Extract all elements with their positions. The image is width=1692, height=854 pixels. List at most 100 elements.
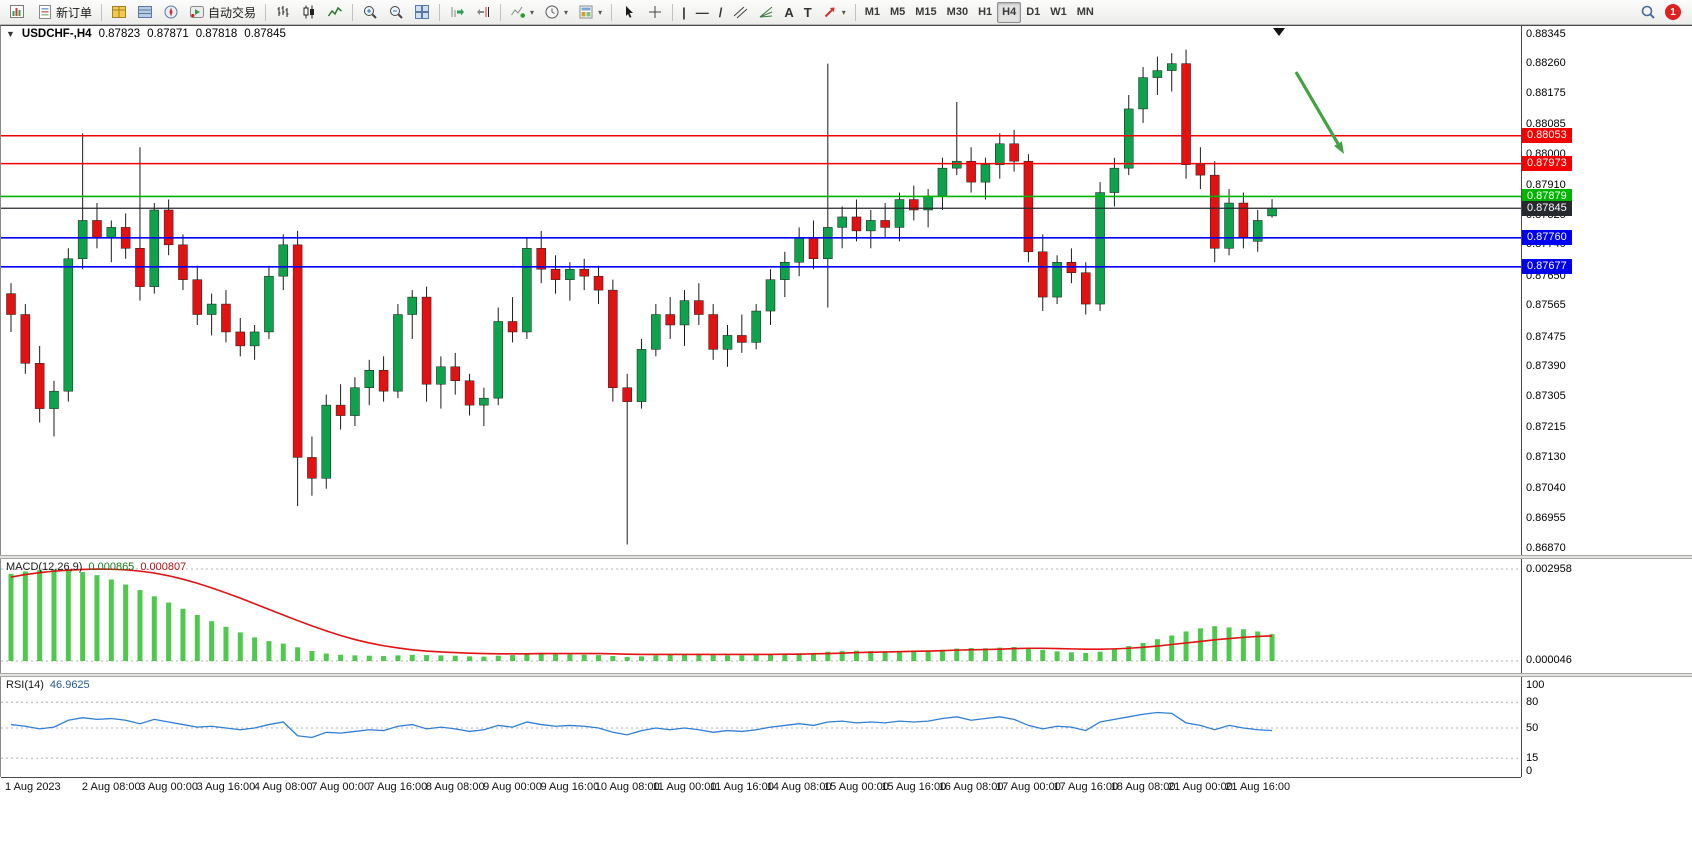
candle-body [149, 209, 160, 287]
autotrading-button[interactable]: 自动交易 [184, 2, 261, 23]
macd-histogram-bar [810, 652, 816, 661]
price-tag[interactable]: 0.87760 [1522, 230, 1572, 246]
price-scale-label: 0.87565 [1526, 299, 1566, 312]
macd-scale[interactable]: 0.002958 0.000046 [1521, 559, 1692, 673]
candle-body [550, 268, 561, 280]
periods-button[interactable]: ▾ [539, 2, 573, 23]
price-tag[interactable]: 0.88053 [1522, 128, 1572, 144]
candle-body [1109, 167, 1120, 193]
timeframe-h4[interactable]: H4 [997, 1, 1022, 23]
navigator-button[interactable] [158, 2, 184, 23]
indicators-button[interactable]: ▾ [505, 2, 539, 23]
candle-body [249, 331, 260, 347]
new-order-button[interactable]: 新订单 [32, 2, 97, 23]
macd-histogram-bar [725, 655, 730, 661]
crosshair-button[interactable] [642, 2, 668, 23]
candle-body [292, 244, 303, 458]
macd-histogram-bar [596, 655, 602, 661]
rsi-label: RSI(14) [6, 679, 44, 691]
panel-splitter[interactable] [0, 555, 1692, 559]
time-axis-label: 21 Aug 00:00 [1167, 781, 1233, 793]
zoom-in-button[interactable] [357, 2, 383, 23]
templates-button[interactable]: ▾ [573, 2, 607, 23]
macd-histogram-bar [1040, 649, 1046, 661]
panel-splitter[interactable] [0, 673, 1692, 677]
timeframe-d1[interactable]: D1 [1021, 2, 1045, 23]
price-tag[interactable]: 0.87677 [1522, 259, 1572, 275]
price-tag[interactable]: 0.87973 [1522, 156, 1572, 172]
vertical-line-button[interactable]: | [677, 2, 691, 23]
candle-body [565, 268, 575, 280]
toolbar-separator [672, 3, 674, 21]
macd-plot[interactable]: MACD(12,26,9) 0.000865 0.000807 [1, 559, 1521, 673]
macd-histogram-bar [22, 571, 28, 661]
macd-histogram-bar [237, 632, 243, 661]
timeframe-m30[interactable]: M30 [942, 2, 973, 23]
timeframe-h1[interactable]: H1 [973, 2, 997, 23]
price-chart-plot[interactable]: ▼ USDCHF-,H4 0.87823 0.87871 0.87818 0.8… [1, 26, 1521, 555]
chart-shift-button[interactable] [470, 2, 496, 23]
trendline-button-glyph: / [718, 4, 723, 20]
macd-main-value: 0.000865 [88, 561, 135, 573]
timeframe-m5[interactable]: M5 [885, 2, 910, 23]
timeframe-w1-label: W1 [1050, 6, 1067, 18]
auto-scroll-icon [449, 4, 465, 20]
tile-windows-button[interactable] [409, 2, 435, 23]
market-watch-button[interactable] [106, 2, 132, 23]
rsi-chart[interactable] [1, 677, 1521, 776]
macd-histogram-bar [767, 654, 773, 661]
price-scale[interactable]: 0.88345 0.88260 0.88175 0.88085 0.88000 0.879… [1521, 26, 1692, 555]
candle-body [751, 310, 761, 343]
price-tag[interactable]: 0.87879 [1522, 188, 1572, 204]
arrows-button[interactable]: ▾ [817, 2, 851, 23]
candle-body [77, 220, 88, 260]
time-axis[interactable]: 1 Aug 2023 2 Aug 08:00 3 Aug 00:00 3 Aug 16… [1, 777, 1521, 797]
candle-body [823, 227, 833, 260]
timeframe-m1[interactable]: M1 [860, 2, 885, 23]
trendline-button[interactable]: / [714, 2, 728, 23]
symbol-dropdown-icon[interactable]: ▼ [6, 29, 15, 39]
candle-body [507, 321, 518, 333]
search-button[interactable] [1635, 2, 1661, 23]
timeframe-m1-label: M1 [864, 6, 880, 18]
data-window-button[interactable] [132, 2, 158, 23]
candlestick-chart-button[interactable] [296, 2, 322, 23]
candle-body [1267, 207, 1277, 217]
line-chart-button[interactable] [322, 2, 348, 23]
rsi-scale[interactable]: 100 80 50 15 0 [1521, 677, 1692, 777]
price-scale-label: 0.86955 [1526, 511, 1566, 524]
candle-body [321, 404, 332, 479]
timeframe-mn[interactable]: MN [1072, 2, 1099, 23]
candle-chart-icon [301, 4, 317, 20]
macd-histogram-bar [997, 647, 1003, 661]
notification-badge[interactable]: 1 [1665, 4, 1681, 20]
bar-chart-button[interactable] [270, 2, 296, 23]
text-button[interactable]: A [779, 2, 798, 23]
candlestick-chart[interactable] [1, 26, 1521, 554]
fibonacci-button[interactable] [753, 2, 779, 23]
macd-histogram-bar [753, 655, 759, 661]
macd-histogram-bar [782, 653, 788, 661]
candle-body [264, 275, 274, 333]
candle-body [479, 397, 489, 406]
horizontal-line-button[interactable]: — [691, 2, 714, 23]
zoom-in-icon [362, 4, 378, 20]
auto-scroll-button[interactable] [444, 2, 470, 23]
macd-histogram-bar [667, 654, 673, 661]
price-tag[interactable]: 0.87845 [1522, 200, 1572, 216]
new-chart-button[interactable] [5, 2, 32, 23]
label-button[interactable]: T [799, 2, 817, 23]
candle-body [980, 164, 991, 183]
chart-shift-marker[interactable] [1273, 28, 1285, 36]
arrow-annotation[interactable] [1294, 71, 1340, 145]
cursor-button[interactable] [616, 2, 642, 23]
arrow-annotation-head[interactable] [1334, 141, 1344, 154]
rsi-plot[interactable]: RSI(14) 46.9625 [1, 677, 1521, 777]
timeframe-w1[interactable]: W1 [1045, 2, 1072, 23]
candle-body [1252, 220, 1263, 242]
channel-button[interactable] [727, 2, 753, 23]
data-window-icon [137, 4, 153, 20]
timeframe-m15[interactable]: M15 [910, 2, 941, 23]
zoom-out-button[interactable] [383, 2, 409, 23]
macd-chart[interactable] [1, 559, 1521, 672]
